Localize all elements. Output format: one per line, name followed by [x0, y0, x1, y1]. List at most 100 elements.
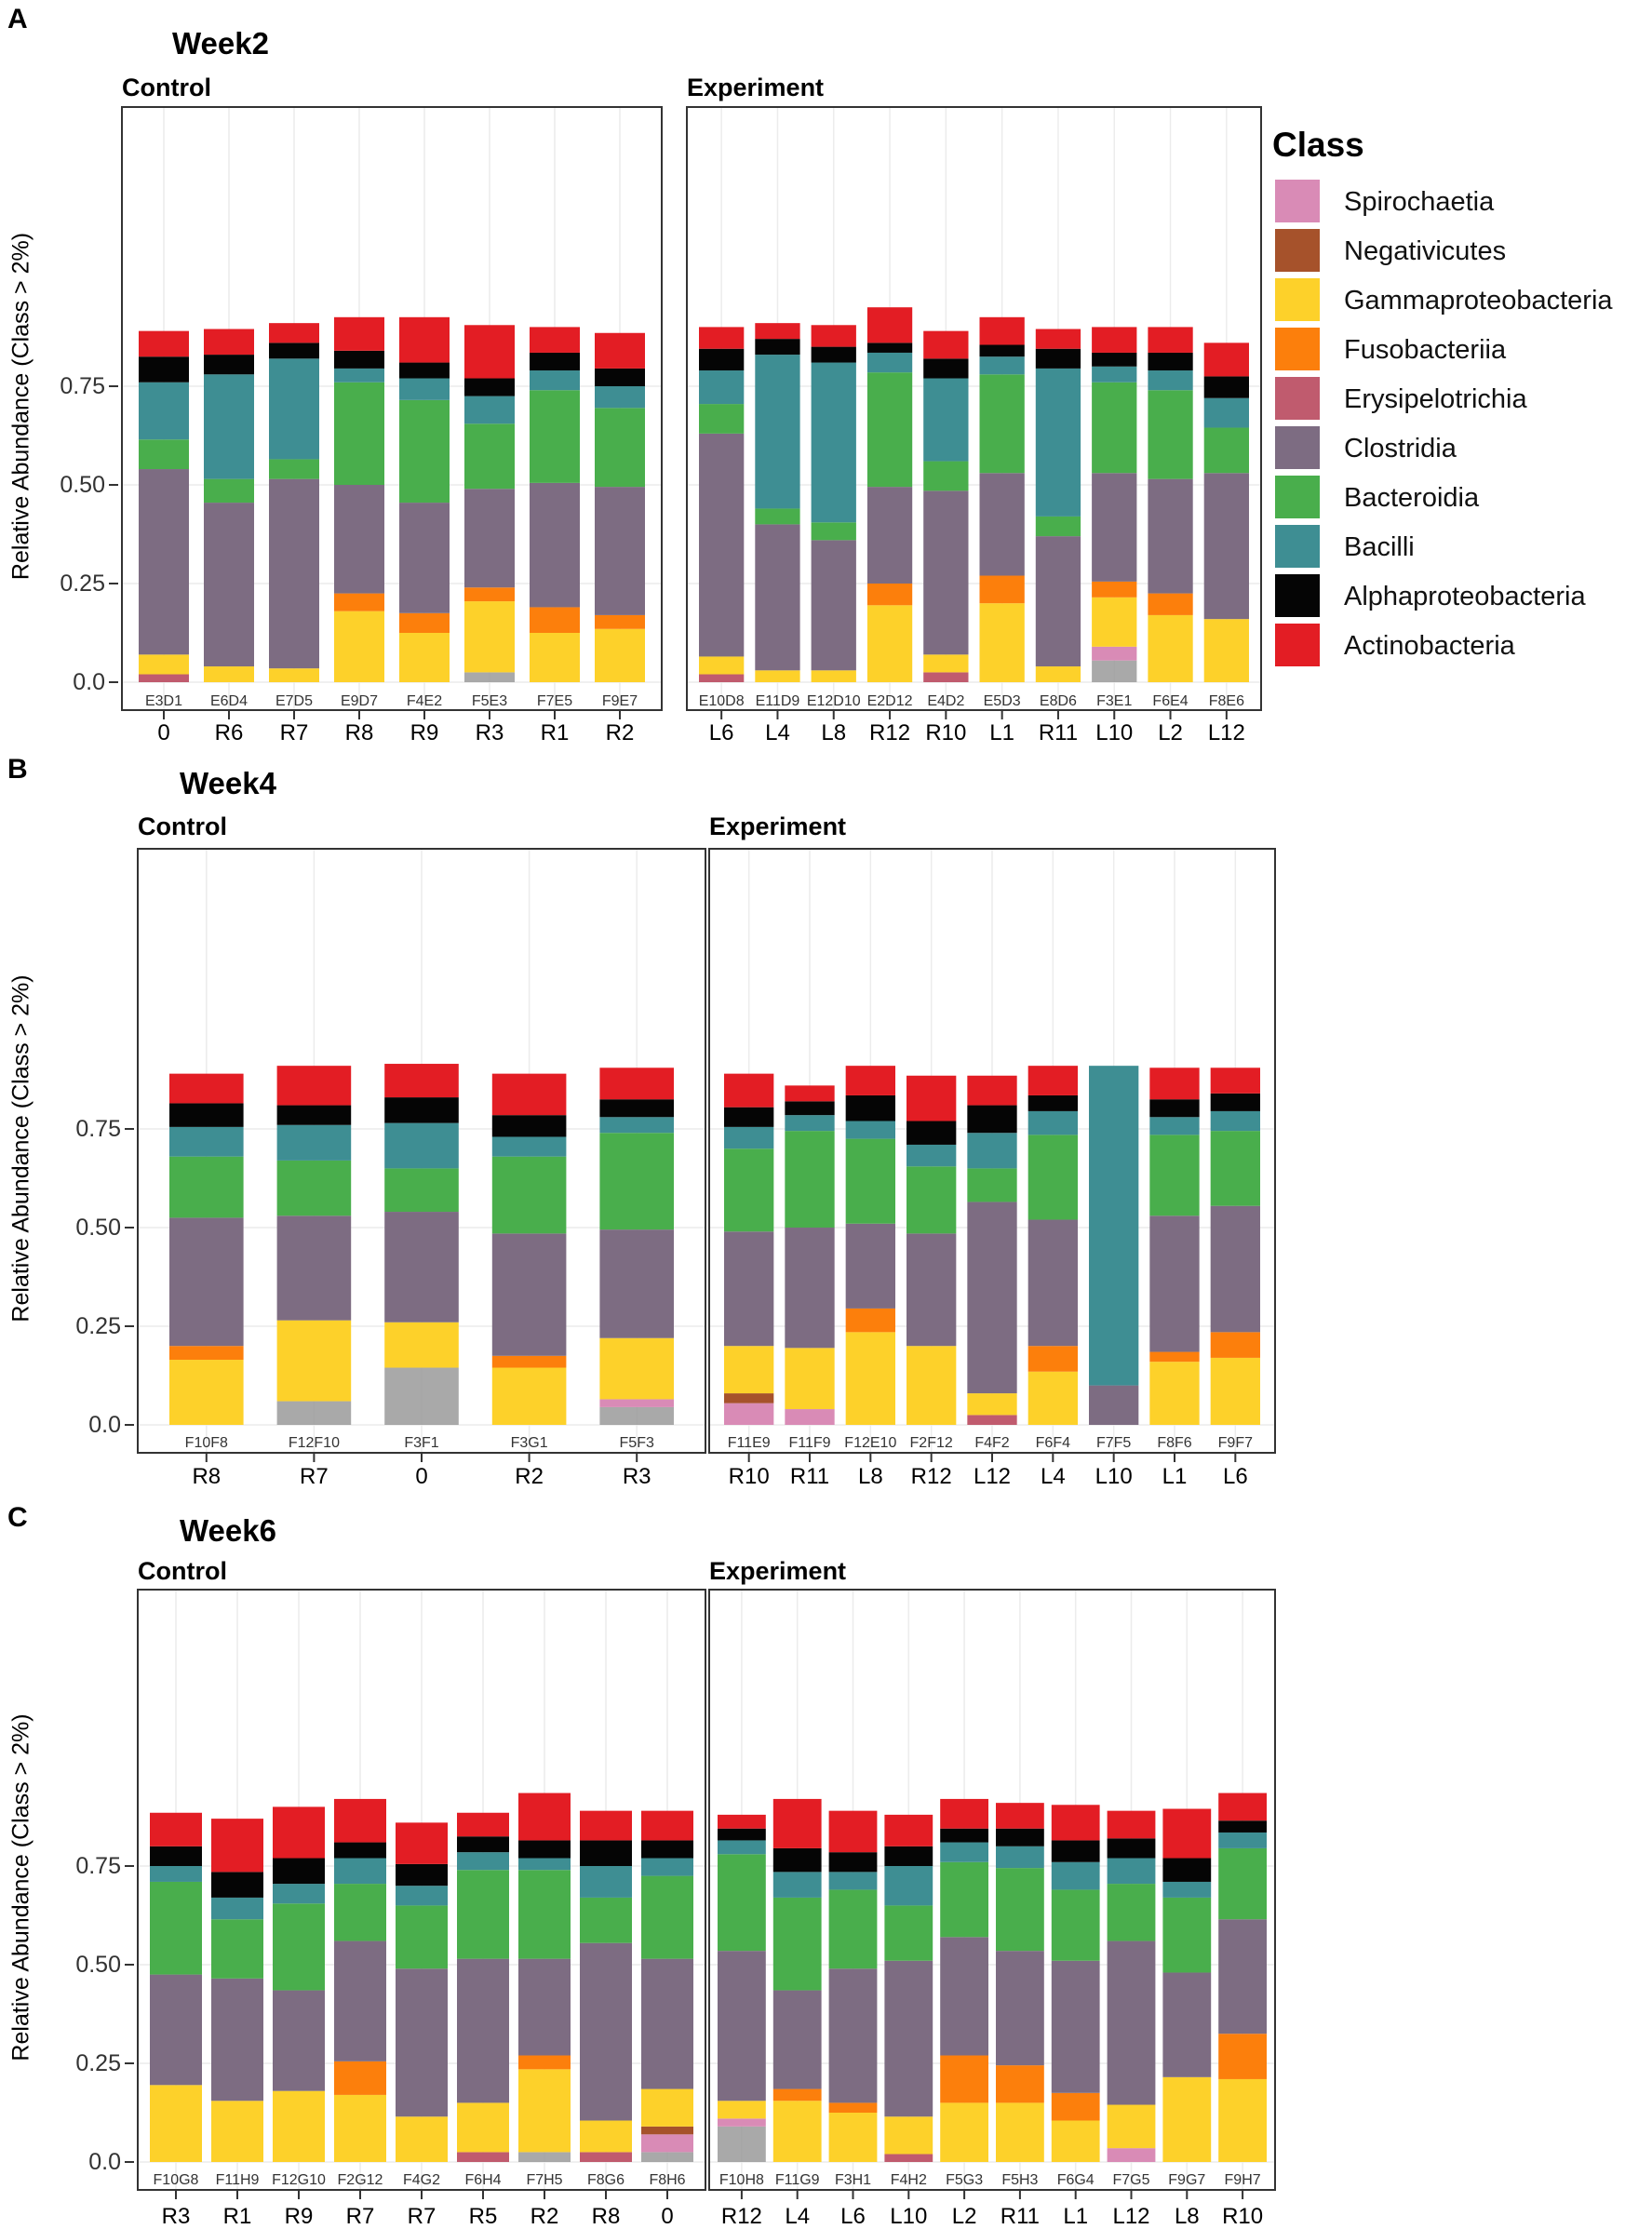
bar-segment-actinobacteria — [1035, 329, 1081, 349]
bar-segment-bacilli — [595, 386, 645, 409]
bar-segment-bacilli — [1092, 366, 1137, 383]
bar-segment-alphaproteobacteria — [1149, 1099, 1200, 1118]
group-label: R9 — [410, 720, 439, 745]
sample-label: F4F2 — [974, 1435, 1009, 1451]
bar-segment-bacilli — [599, 1117, 674, 1134]
facet-frame — [121, 106, 663, 711]
group-label: R8 — [192, 1464, 221, 1489]
bar-segment-fusobacteriia — [169, 1346, 244, 1361]
bar-segment-bacilli — [772, 1872, 822, 1898]
bar-segment-bacteroidia — [599, 1133, 674, 1230]
legend-label: Actinobacteria — [1344, 631, 1516, 661]
bar-segment-bacilli — [276, 1124, 352, 1161]
bar-segment-clostridia — [923, 490, 969, 655]
bar-f4f2 — [967, 1075, 1017, 1425]
sample-label: E5D3 — [984, 693, 1021, 709]
facet-frame — [686, 106, 1262, 711]
bar-segment-actinobacteria — [464, 325, 515, 379]
bar-segment-clostridia — [979, 473, 1025, 576]
sample-label: F10H8 — [719, 2172, 764, 2188]
bar-segment-bacilli — [1035, 368, 1081, 517]
bar-f3g1 — [491, 1073, 567, 1425]
bar-segment-actinobacteria — [907, 1075, 957, 1121]
bar-segment-actinobacteria — [845, 1066, 895, 1095]
bar-segment-bacteroidia — [1210, 1131, 1260, 1206]
bar-segment-fusobacteriia — [845, 1308, 895, 1333]
panel-letter: A — [7, 4, 28, 34]
bar-segment-actinobacteria — [399, 316, 450, 363]
bar-segment-actinobacteria — [940, 1798, 988, 1829]
bar-segment-actinobacteria — [276, 1066, 352, 1106]
group-label: L4 — [765, 720, 790, 745]
bar-segment-clostridia — [1149, 1215, 1200, 1352]
bar-segment-fusobacteriia — [1218, 2034, 1267, 2079]
bar-segment-gammaproteobacteria — [1107, 2104, 1156, 2149]
facet-frame — [708, 1589, 1276, 2191]
bar-segment-clostridia — [755, 524, 800, 671]
legend-label: Bacilli — [1344, 532, 1415, 562]
group-label: 0 — [157, 720, 169, 745]
bar-segment-gammaproteobacteria — [276, 1320, 352, 1402]
group-label: L1 — [989, 720, 1014, 745]
bar-segment-actinobacteria — [1149, 1068, 1200, 1100]
legend-swatch-alphaproteobacteria — [1275, 574, 1320, 617]
bar-segment-clostridia — [599, 1229, 674, 1338]
bar-f6f4 — [1027, 1066, 1078, 1425]
bar-segment-spirochaetia — [1107, 2148, 1156, 2162]
bar-segment-clostridia — [907, 1233, 957, 1347]
facet-control: Control F10G8 R3 F11H9 R1 F12G10 R9 F2G12 R7 F4G2… — [137, 1557, 706, 2229]
bar-segment-bacilli — [457, 1852, 509, 1871]
bar-segment-other — [518, 2152, 571, 2162]
bar-segment-gammaproteobacteria — [772, 2101, 822, 2162]
bar-segment-bacilli — [718, 1840, 766, 1855]
bar-segment-clostridia — [1035, 536, 1081, 667]
bar-segment-bacilli — [1149, 1117, 1200, 1135]
bar-segment-alphaproteobacteria — [866, 342, 913, 353]
group-label: L12 — [974, 1464, 1011, 1489]
bar-segment-bacteroidia — [866, 372, 913, 488]
bar-segment-clostridia — [396, 1968, 448, 2117]
bar-segment-gammaproteobacteria — [150, 2085, 202, 2162]
group-label: L1 — [1162, 1464, 1188, 1489]
bar-segment-erysipelotrichia — [967, 1415, 1017, 1425]
bar-segment-erysipelotrichia — [139, 674, 189, 682]
facet-title: Control — [138, 812, 227, 840]
bar-segment-clostridia — [491, 1233, 567, 1356]
bar-segment-alphaproteobacteria — [204, 355, 254, 375]
bar-segment-gammaproteobacteria — [755, 670, 800, 682]
bar-segment-clostridia — [866, 487, 913, 584]
facet-title: Experiment — [687, 74, 824, 101]
bar-segment-gammaproteobacteria — [599, 1337, 674, 1400]
sample-label: F8G6 — [587, 2172, 625, 2188]
facet-control: Control E3D1 0 E6D4 R6 E7D5 R7 E9D7 R8 F4E2 R9 F5E3… — [121, 74, 663, 745]
bar-segment-gammaproteobacteria — [718, 2101, 766, 2119]
bar-segment-fusobacteriia — [828, 2102, 878, 2113]
bar-segment-fusobacteriia — [334, 593, 384, 611]
bar-segment-alphaproteobacteria — [530, 352, 580, 371]
bar-f9f7 — [1210, 1068, 1260, 1425]
y-tick-label: 0.0 — [88, 1412, 121, 1438]
bar-segment-bacteroidia — [464, 423, 515, 490]
legend-label: Fusobacteriia — [1344, 335, 1507, 365]
bar-segment-spirochaetia — [785, 1409, 835, 1425]
sample-label: F11G9 — [775, 2172, 820, 2188]
facet-experiment: Experiment E10D8 L6 E11D9 L4 E12D10 L8 E2D12 R12… — [686, 74, 1262, 745]
bar-segment-clostridia — [1027, 1219, 1078, 1347]
bar-f5h3 — [996, 1803, 1044, 2162]
bar-segment-alphaproteobacteria — [169, 1103, 244, 1127]
bar-segment-bacilli — [150, 1866, 202, 1882]
sample-label: F7G5 — [1112, 2172, 1149, 2188]
bar-f3e1 — [1092, 327, 1137, 682]
sample-label: F9H7 — [1225, 2172, 1261, 2188]
bar-segment-bacilli — [491, 1136, 567, 1157]
bar-segment-alphaproteobacteria — [384, 1097, 459, 1123]
bar-segment-alphaproteobacteria — [699, 348, 745, 371]
bar-segment-clostridia — [1218, 1919, 1267, 2034]
bar-segment-gammaproteobacteria — [334, 2094, 386, 2162]
bar-segment-alphaproteobacteria — [996, 1828, 1044, 1846]
group-label: R12 — [911, 1464, 952, 1489]
group-label: R8 — [592, 2204, 621, 2229]
bar-segment-bacilli — [399, 378, 450, 400]
bar-segment-gammaproteobacteria — [979, 603, 1025, 682]
group-label: R1 — [223, 2204, 252, 2229]
